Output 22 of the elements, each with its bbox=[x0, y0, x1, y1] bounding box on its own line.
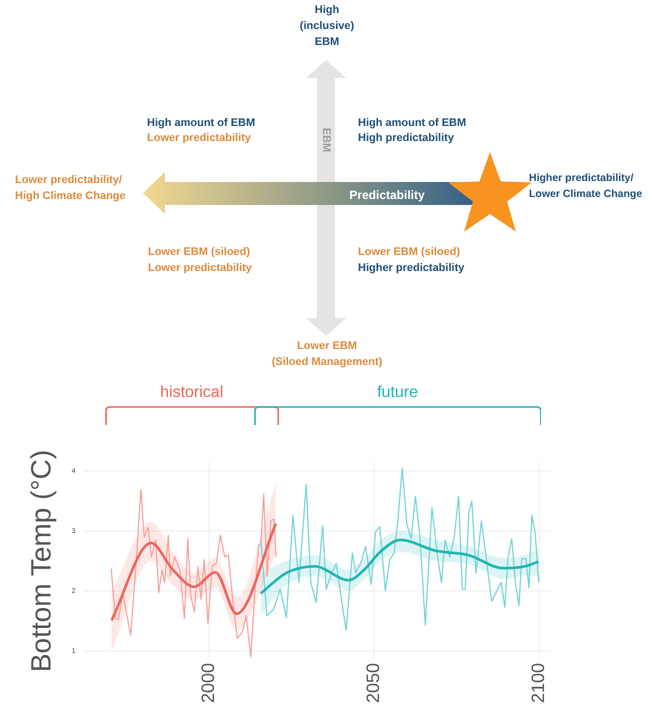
text: Higher predictability/ Lower Climate Change bbox=[529, 171, 642, 202]
x-tick-label: 2100 bbox=[528, 662, 548, 704]
text: future bbox=[376, 384, 420, 402]
text: Higher predictability bbox=[358, 261, 464, 276]
text: Lower predictability/ High Climate Change bbox=[15, 173, 126, 204]
text: Lower EBM (siloed) bbox=[148, 245, 250, 260]
line-series bbox=[110, 522, 278, 622]
text: High (inclusive) EBM bbox=[300, 3, 354, 50]
text: High amount of EBM bbox=[147, 116, 256, 131]
text: High amount of EBM bbox=[358, 116, 466, 131]
text: EBM bbox=[319, 128, 333, 152]
text: Lower EBM (siloed) bbox=[358, 245, 460, 260]
y-axis-title: Bottom Temp (°C) bbox=[26, 450, 57, 672]
text: Lower EBM (Siloed Management) bbox=[272, 339, 382, 370]
line-series bbox=[259, 538, 540, 595]
text: Lower predictability bbox=[148, 261, 252, 276]
text: Predictability bbox=[349, 187, 425, 203]
text: High predictability bbox=[358, 131, 454, 146]
x-tick-label: 2050 bbox=[362, 662, 383, 704]
x-tick-label: 2000 bbox=[198, 662, 218, 704]
text: Lower predictability bbox=[147, 131, 251, 146]
text: historical bbox=[159, 384, 224, 402]
